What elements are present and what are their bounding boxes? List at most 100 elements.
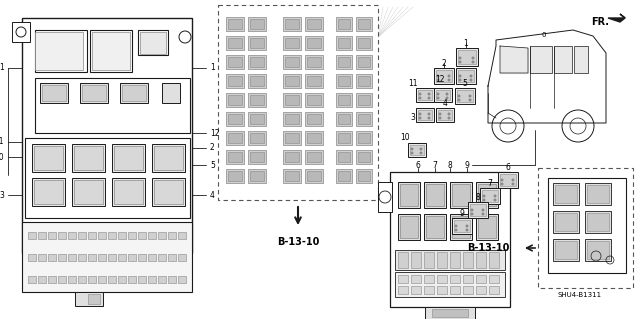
Circle shape bbox=[471, 213, 473, 215]
Text: 12: 12 bbox=[435, 76, 445, 85]
Bar bbox=[480, 188, 500, 204]
Bar bbox=[68, 254, 76, 261]
Bar bbox=[476, 275, 486, 283]
Bar bbox=[228, 19, 242, 29]
Bar bbox=[283, 93, 301, 107]
Bar bbox=[530, 46, 552, 73]
Circle shape bbox=[448, 75, 450, 77]
Bar bbox=[128, 276, 136, 283]
Circle shape bbox=[468, 99, 471, 101]
Circle shape bbox=[512, 183, 514, 185]
Bar bbox=[228, 133, 242, 143]
Bar bbox=[40, 83, 68, 103]
Bar bbox=[305, 17, 323, 31]
Text: FR.: FR. bbox=[591, 17, 609, 27]
Bar bbox=[395, 272, 505, 297]
Bar bbox=[358, 171, 370, 181]
Bar bbox=[88, 294, 100, 304]
Text: 0: 0 bbox=[541, 32, 547, 38]
Circle shape bbox=[471, 209, 473, 211]
Bar bbox=[228, 152, 242, 162]
Bar bbox=[248, 112, 266, 126]
Bar bbox=[248, 74, 266, 88]
Text: B-13-10: B-13-10 bbox=[468, 243, 510, 253]
Bar bbox=[148, 276, 156, 283]
Bar bbox=[98, 276, 106, 283]
Bar bbox=[108, 254, 116, 261]
Bar bbox=[168, 232, 176, 239]
Text: 6: 6 bbox=[506, 164, 511, 173]
Bar bbox=[58, 276, 66, 283]
Bar bbox=[437, 286, 447, 294]
Bar bbox=[248, 150, 266, 164]
Bar bbox=[425, 307, 475, 319]
Bar bbox=[226, 112, 244, 126]
Bar bbox=[78, 232, 86, 239]
Bar bbox=[356, 17, 372, 31]
Bar bbox=[338, 133, 350, 143]
Bar bbox=[42, 85, 66, 101]
Bar bbox=[398, 275, 408, 283]
Bar bbox=[426, 184, 444, 206]
Bar bbox=[432, 309, 468, 317]
Bar bbox=[307, 76, 321, 86]
Text: 8: 8 bbox=[447, 160, 452, 169]
Bar bbox=[587, 213, 609, 231]
Bar bbox=[398, 286, 408, 294]
Text: 2: 2 bbox=[210, 144, 215, 152]
Bar bbox=[336, 150, 352, 164]
Bar bbox=[408, 143, 426, 157]
Bar bbox=[416, 88, 434, 102]
Bar bbox=[452, 184, 470, 206]
Bar bbox=[411, 252, 421, 268]
Bar bbox=[283, 169, 301, 183]
Bar bbox=[112, 144, 145, 172]
Circle shape bbox=[458, 95, 460, 97]
Bar bbox=[285, 38, 299, 48]
Bar bbox=[438, 110, 452, 120]
Bar bbox=[114, 180, 143, 204]
Text: 4: 4 bbox=[210, 190, 215, 199]
Bar bbox=[416, 108, 434, 122]
Bar bbox=[450, 275, 460, 283]
Circle shape bbox=[466, 229, 468, 231]
Circle shape bbox=[428, 97, 430, 99]
Bar bbox=[450, 214, 472, 240]
Text: 6: 6 bbox=[415, 160, 420, 169]
Bar bbox=[489, 286, 499, 294]
Bar bbox=[498, 172, 518, 188]
Bar bbox=[25, 138, 190, 218]
Bar bbox=[158, 232, 166, 239]
Bar bbox=[228, 38, 242, 48]
Bar bbox=[434, 88, 452, 102]
Bar bbox=[152, 144, 185, 172]
Bar bbox=[34, 146, 63, 170]
Bar bbox=[226, 150, 244, 164]
Bar bbox=[228, 171, 242, 181]
Bar bbox=[285, 114, 299, 124]
Bar bbox=[283, 74, 301, 88]
Bar bbox=[248, 131, 266, 145]
Circle shape bbox=[419, 97, 421, 99]
Bar bbox=[250, 76, 264, 86]
Text: 12: 12 bbox=[210, 129, 220, 137]
Bar bbox=[120, 83, 148, 103]
Circle shape bbox=[500, 183, 503, 185]
Bar bbox=[78, 254, 86, 261]
Bar bbox=[75, 292, 103, 306]
Circle shape bbox=[482, 213, 484, 215]
Polygon shape bbox=[500, 46, 528, 73]
Bar bbox=[283, 150, 301, 164]
Text: 11: 11 bbox=[408, 78, 418, 87]
Bar bbox=[478, 216, 496, 238]
Bar bbox=[358, 133, 370, 143]
Bar bbox=[358, 114, 370, 124]
Bar bbox=[410, 145, 424, 155]
Bar bbox=[336, 17, 352, 31]
Bar bbox=[178, 254, 186, 261]
Bar bbox=[305, 36, 323, 50]
Bar bbox=[250, 19, 264, 29]
Bar bbox=[305, 74, 323, 88]
Bar bbox=[283, 17, 301, 31]
Bar bbox=[285, 152, 299, 162]
